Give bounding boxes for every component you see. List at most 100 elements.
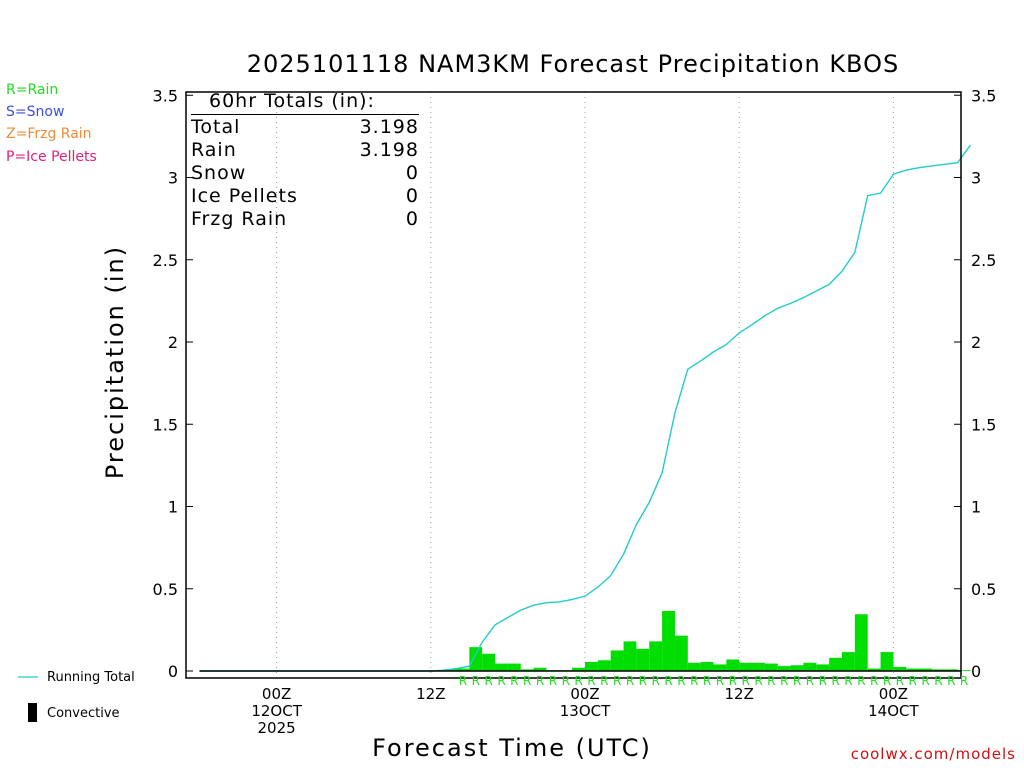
precip-bar <box>816 664 830 671</box>
rain-marker: R <box>562 674 570 688</box>
precip-bar <box>610 650 624 671</box>
precip-bar <box>572 667 585 671</box>
precip-bar <box>944 669 958 671</box>
totals-row-value: 0 <box>405 162 419 184</box>
rain-marker: R <box>677 674 685 688</box>
x-tick-label: 12OCT <box>251 702 302 720</box>
precip-bar <box>687 662 701 671</box>
precip-bar <box>649 641 663 671</box>
precip-bar <box>803 662 817 671</box>
precip-bar <box>520 669 534 671</box>
totals-box: 60hr Totals (in): Total 3.198 Rain 3.198 Sno… <box>191 90 419 231</box>
rain-marker: R <box>652 674 660 688</box>
totals-row-label: Ice Pellets <box>191 185 298 207</box>
precip-bar <box>636 648 650 671</box>
totals-header: 60hr Totals (in): <box>191 90 419 115</box>
precip-bar <box>919 668 932 671</box>
rain-marker: R <box>600 674 608 688</box>
precip-bar <box>931 669 945 671</box>
precip-bar <box>957 670 971 671</box>
rain-marker: R <box>664 674 672 688</box>
x-axis-label: Forecast Time (UTC) <box>372 734 652 762</box>
precip-bar <box>764 663 778 671</box>
y-tick-label-left: 2.5 <box>153 251 178 270</box>
rain-marker: R <box>613 674 621 688</box>
plot-border <box>185 91 962 679</box>
totals-row-label: Total <box>191 116 241 138</box>
legend-rain-key: R=Rain <box>6 82 59 98</box>
x-tick-label: 00Z <box>262 685 291 703</box>
precip-bar <box>623 641 637 671</box>
convective-legend-label: Convective <box>47 706 120 721</box>
precip-bar <box>597 660 611 671</box>
totals-row: Rain 3.198 <box>191 139 419 162</box>
precip-bar <box>726 659 740 671</box>
y-tick-label-left: 3 <box>168 169 178 188</box>
y-tick-label-right: 0 <box>971 662 981 681</box>
precip-bar <box>533 667 547 671</box>
rain-marker: R <box>844 674 852 688</box>
rain-marker: R <box>819 674 827 688</box>
totals-row: Ice Pellets 0 <box>191 185 419 208</box>
rain-marker: R <box>626 674 634 688</box>
y-tick-label-right: 3.5 <box>971 86 996 105</box>
precip-bar <box>674 635 688 671</box>
x-tick-label: 13OCT <box>560 702 611 720</box>
legend-freezing-rain-key: Z=Frzg Rain <box>6 126 92 142</box>
rain-marker: R <box>729 674 737 688</box>
rain-marker: R <box>716 674 724 688</box>
rain-marker: R <box>484 674 492 688</box>
precip-bar <box>829 657 842 671</box>
rain-marker: R <box>857 674 865 688</box>
totals-row-value: 0 <box>405 208 419 230</box>
running-total-legend-label: Running Total <box>47 670 135 685</box>
y-tick-label-left: 3.5 <box>153 86 178 105</box>
rain-marker: R <box>703 674 711 688</box>
y-tick-label-left: 0.5 <box>153 580 178 599</box>
precip-bars <box>430 610 971 671</box>
rain-marker: R <box>921 674 929 688</box>
rain-marker: R <box>896 674 904 688</box>
rain-marker: R <box>780 674 788 688</box>
y-tick-label-left: 0 <box>168 662 178 681</box>
precip-bar <box>507 663 521 671</box>
precip-bar <box>842 652 855 671</box>
precip-bar <box>469 647 483 671</box>
y-tick-label-right: 1 <box>971 498 981 517</box>
rain-marker: R <box>472 674 480 688</box>
precip-bar <box>662 610 675 671</box>
totals-row-value: 3.198 <box>359 139 419 161</box>
y-tick-label-right: 2 <box>971 333 981 352</box>
x-tick-label: 00Z <box>879 685 908 703</box>
rain-marker: R <box>536 674 544 688</box>
y-tick-label-right: 2.5 <box>971 251 996 270</box>
y-tick-label-right: 0.5 <box>971 580 996 599</box>
totals-row: Total 3.198 <box>191 116 419 139</box>
x-tick-label: 12Z <box>725 685 754 703</box>
precip-bar <box>893 666 907 671</box>
legend-snow-key: S=Snow <box>6 104 65 120</box>
totals-row-label: Snow <box>191 162 247 184</box>
rain-marker: R <box>767 674 775 688</box>
rain-marker: R <box>741 674 749 688</box>
precip-bar <box>585 661 598 671</box>
totals-row: Snow 0 <box>191 162 419 185</box>
totals-row-label: Rain <box>191 139 237 161</box>
running-total-legend-line <box>18 676 38 678</box>
running-total-line-group <box>199 144 972 672</box>
totals-row-value: 3.198 <box>359 116 419 138</box>
precip-bar <box>713 664 727 671</box>
rain-marker: R <box>574 674 582 688</box>
chart-title: 2025101118 NAM3KM Forecast Precipitation… <box>246 50 900 78</box>
rain-marker: R <box>587 674 595 688</box>
y-tick-label-left: 1.5 <box>153 415 178 434</box>
precip-bar <box>752 662 765 671</box>
rain-marker: R <box>934 674 942 688</box>
rain-marker: R <box>909 674 917 688</box>
rain-marker: R <box>754 674 762 688</box>
x-tick-label: 14OCT <box>868 702 919 720</box>
rain-marker: R <box>523 674 531 688</box>
